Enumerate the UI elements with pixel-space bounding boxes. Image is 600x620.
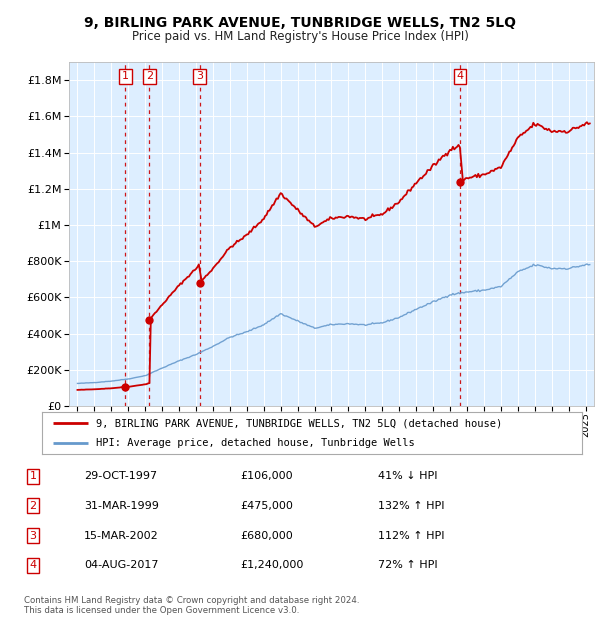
Text: 3: 3: [196, 71, 203, 81]
Text: £1,240,000: £1,240,000: [240, 560, 304, 570]
Text: 9, BIRLING PARK AVENUE, TUNBRIDGE WELLS, TN2 5LQ (detached house): 9, BIRLING PARK AVENUE, TUNBRIDGE WELLS,…: [96, 418, 502, 428]
Text: 2: 2: [146, 71, 153, 81]
Text: 04-AUG-2017: 04-AUG-2017: [84, 560, 158, 570]
Text: 41% ↓ HPI: 41% ↓ HPI: [378, 471, 437, 481]
Text: 2: 2: [29, 501, 37, 511]
Text: 112% ↑ HPI: 112% ↑ HPI: [378, 531, 445, 541]
Text: 72% ↑ HPI: 72% ↑ HPI: [378, 560, 437, 570]
Text: 1: 1: [122, 71, 129, 81]
Text: Price paid vs. HM Land Registry's House Price Index (HPI): Price paid vs. HM Land Registry's House …: [131, 30, 469, 43]
Text: 4: 4: [457, 71, 464, 81]
Text: HPI: Average price, detached house, Tunbridge Wells: HPI: Average price, detached house, Tunb…: [96, 438, 415, 448]
Text: 132% ↑ HPI: 132% ↑ HPI: [378, 501, 445, 511]
Text: 29-OCT-1997: 29-OCT-1997: [84, 471, 157, 481]
Text: 31-MAR-1999: 31-MAR-1999: [84, 501, 159, 511]
Text: 3: 3: [29, 531, 37, 541]
Text: £680,000: £680,000: [240, 531, 293, 541]
Text: Contains HM Land Registry data © Crown copyright and database right 2024.
This d: Contains HM Land Registry data © Crown c…: [24, 596, 359, 615]
Text: 1: 1: [29, 471, 37, 481]
Text: £475,000: £475,000: [240, 501, 293, 511]
Text: 4: 4: [29, 560, 37, 570]
Text: 15-MAR-2002: 15-MAR-2002: [84, 531, 159, 541]
Text: 9, BIRLING PARK AVENUE, TUNBRIDGE WELLS, TN2 5LQ: 9, BIRLING PARK AVENUE, TUNBRIDGE WELLS,…: [84, 16, 516, 30]
Text: £106,000: £106,000: [240, 471, 293, 481]
